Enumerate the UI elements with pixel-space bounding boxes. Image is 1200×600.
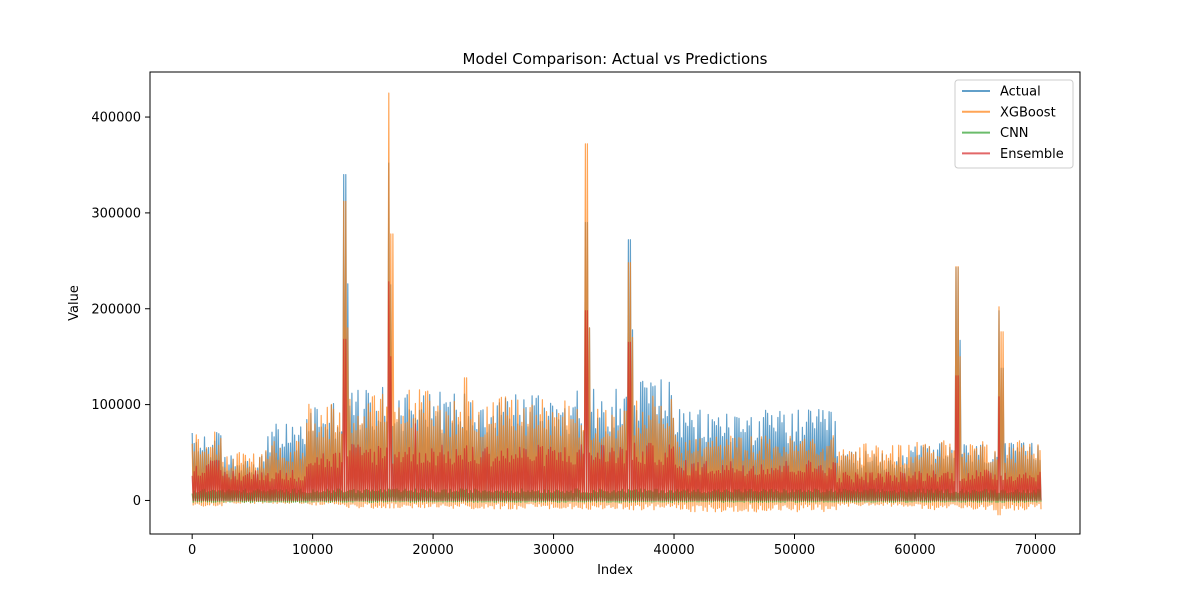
legend-label-xgboost: XGBoost [1000,105,1056,120]
legend-label-ensemble: Ensemble [1000,147,1064,162]
y-tick-label: 400000 [91,111,141,126]
x-tick-label: 0 [188,543,196,558]
x-tick-label: 10000 [292,543,333,558]
chart-title: Model Comparison: Actual vs Predictions [463,50,768,68]
y-tick-label: 300000 [91,206,141,221]
x-tick-label: 70000 [1015,543,1056,558]
y-tick-label: 0 [133,494,141,509]
x-axis-label: Index [597,563,633,578]
x-tick-label: 40000 [653,543,694,558]
y-axis: 0 100000 200000 300000 400000 [91,111,150,509]
x-tick-label: 30000 [533,543,574,558]
series-line-ensemble [191,281,1042,502]
legend-box [954,79,1074,169]
legend-label-cnn: CNN [1000,126,1029,141]
y-tick-label: 100000 [91,398,141,413]
x-tick-label: 60000 [894,543,935,558]
x-tick-label: 20000 [412,543,453,558]
x-axis: 0 10000 20000 30000 40000 50000 60000 70000 [188,534,1056,558]
y-axis-label: Value [67,285,82,321]
x-tick-label: 50000 [774,543,815,558]
y-tick-label: 200000 [91,302,141,317]
legend-label-actual: Actual [1000,85,1041,100]
legend: Actual XGBoost CNN Ensemble [954,79,1074,169]
plot-frame [149,71,1081,535]
series-layer [191,92,1042,516]
